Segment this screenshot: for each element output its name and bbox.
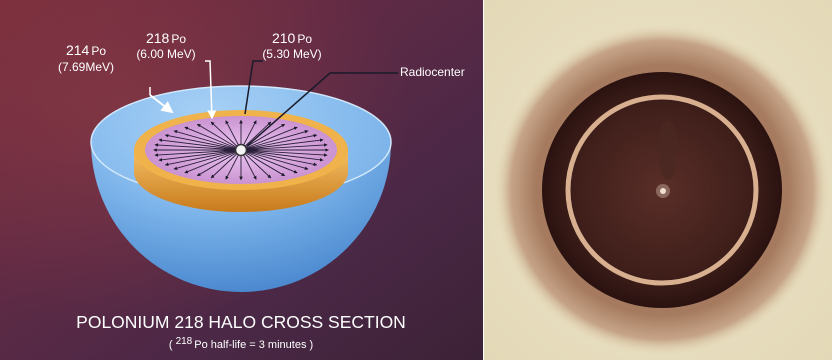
radial-track-line [240,126,298,151]
radial-track-line [164,133,242,151]
radial-track-line [210,121,242,151]
radial-track-line [158,149,242,162]
label-po214-energy: (7.69MeV) [58,60,114,74]
halo-photo-panel [484,0,832,360]
radial-track-line [196,123,242,151]
label-po214: 214 Po [66,42,106,58]
radial-track-line [240,149,272,179]
radial-track-line [154,149,242,157]
label-po210-energy: (5.30 MeV) [262,47,321,61]
label-po218-energy: (6.00 MeV) [136,47,195,61]
radial-track-line [210,149,242,179]
radial-track-line [240,130,309,151]
radial-track-line [240,149,324,162]
radial-track-line [173,149,242,170]
radiocenter-dot [234,143,248,157]
radial-track-line [240,143,328,151]
radial-track-line [196,149,242,177]
radial-track-line [240,133,318,151]
radial-track-line [240,138,324,151]
radial-track-line [154,143,242,151]
radial-track-line [158,138,242,151]
radial-track-line [240,149,318,167]
halo-center-inclusion [660,188,666,194]
radial-track-line [240,149,286,177]
radial-track-line [184,126,242,151]
radial-track-line [240,149,328,157]
radial-track-line [240,121,272,151]
illustration-panel: 214 Po (7.69MeV) 218 Po (6.00 MeV) 210 Po (… [0,0,484,360]
label-po210: 210 Po [272,30,312,46]
diagram-subtitle: ( 218 Po half-life = 3 minutes ) [169,336,313,351]
radial-track-line [240,149,309,170]
halo-bright-ring [565,94,759,286]
label-radiocenter: Radiocenter [400,65,465,79]
diagram-title: POLONIUM 218 HALO CROSS SECTION [76,312,406,332]
radial-track-line [164,149,242,167]
label-po218: 218 Po [146,30,186,46]
radial-track-line [184,149,242,174]
radial-track-line [240,149,298,174]
radial-tracks [153,119,329,181]
radial-track-line [173,130,242,151]
